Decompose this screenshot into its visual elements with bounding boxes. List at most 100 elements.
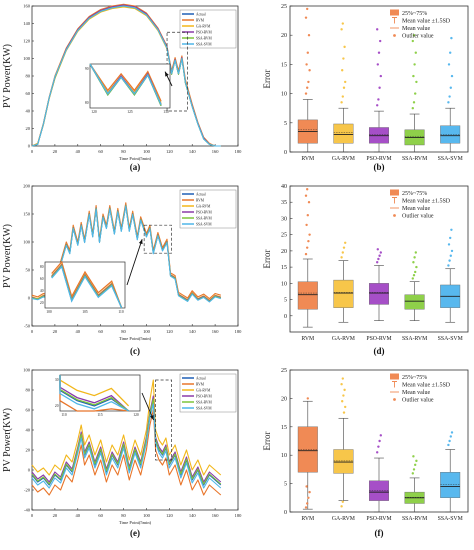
inset-x-tick-label: 120: [91, 110, 97, 114]
series-line-ssa-svm: [31, 5, 221, 147]
y-tick-label: 15: [281, 425, 287, 431]
outlier-point: [306, 214, 309, 217]
outlier-point: [412, 468, 416, 471]
outlier-point: [412, 34, 416, 37]
outlier-point: [342, 86, 346, 89]
outlier-point: [450, 36, 453, 40]
legend-label: SSA-RVM: [196, 217, 212, 221]
outlier-point: [306, 7, 309, 11]
y-tick-label: 20: [26, 448, 31, 453]
inset-x-tick-label: 110: [118, 310, 123, 314]
outlier-point: [307, 239, 310, 243]
outlier-point: [307, 34, 311, 37]
inset-arrow: [141, 392, 155, 421]
legend-swatch-outlier: [393, 398, 396, 401]
legend-label: 25%~75%: [402, 191, 427, 197]
y-tick-label: 20: [281, 396, 287, 402]
box-iqr: [369, 283, 389, 305]
box-chart-2: 0 5 10 15 20 25 30 35 40 Error RVM GA-RVM PSO-RVM SSA…: [262, 184, 469, 342]
legend-label: Outlier value: [402, 34, 434, 40]
outlier-point: [378, 254, 381, 257]
x-tick-label: 20: [53, 329, 58, 334]
outlier-point: [448, 95, 451, 98]
y-tick-label: 100: [23, 56, 31, 61]
outlier-point: [304, 252, 308, 256]
box-iqr: [440, 472, 461, 498]
y-tick-label: 35: [281, 200, 287, 206]
legend-swatch-box: [390, 189, 399, 196]
outlier-point: [378, 86, 381, 89]
outlier-point: [450, 249, 454, 253]
legend-swatch-outlier: [393, 34, 396, 37]
outlier-point: [306, 51, 309, 54]
outlier-point: [412, 74, 415, 78]
outlier-point: [376, 28, 379, 31]
outlier-point: [306, 246, 309, 249]
x-tick-label: 40: [76, 329, 81, 334]
legend-label: Mean value ±1.5SD: [402, 383, 451, 389]
outlier-point: [307, 80, 310, 84]
y-tick-label: 200: [23, 184, 31, 189]
y-tick-label: 0: [28, 296, 31, 301]
x-axis-label: Time Point(5min): [119, 336, 152, 341]
y-axis-label: Error: [262, 70, 272, 89]
outlier-point: [342, 57, 345, 60]
y-tick-label: 20: [281, 33, 287, 39]
panel-label: (c): [130, 346, 140, 356]
inset-y-tick-label: 20: [55, 404, 59, 408]
outlier-point: [341, 95, 344, 98]
y-tick-label: 150: [23, 212, 31, 217]
inset-x-tick-label: 115: [97, 413, 102, 417]
outlier-point: [376, 104, 379, 107]
y-tick-label: 30: [281, 216, 287, 222]
y-tick-label: 0: [284, 314, 287, 320]
inset-series-ssa-svm: [89, 63, 162, 105]
outlier-point: [450, 228, 453, 231]
x-tick-label: 120: [166, 513, 174, 518]
x-tick-label: SSA-RVM: [402, 156, 427, 162]
x-tick-label: 40: [76, 513, 81, 518]
outlier-point: [304, 16, 308, 19]
legend-box: [179, 9, 237, 49]
inset-y-tick-label: 60: [40, 277, 44, 281]
outlier-point: [377, 445, 380, 448]
outlier-point: [379, 39, 382, 43]
outlier-point: [450, 431, 454, 434]
box-iqr: [297, 281, 318, 310]
zoom-marker: [155, 379, 172, 461]
box-chart-3: 0 5 10 15 20 25 Error RVM GA-RVM PSO-RVM SSA-RVM SS…: [262, 368, 469, 522]
inset-y-tick-label: 20: [40, 301, 44, 305]
legend-label: Outlier value: [402, 398, 434, 404]
inset-x-tick-label: 130: [163, 110, 169, 114]
y-tick-label: 60: [26, 91, 31, 96]
y-tick-label: 160: [23, 4, 31, 9]
outlier-point: [411, 472, 414, 475]
y-tick-label: 120: [23, 39, 31, 44]
outlier-point: [447, 443, 450, 447]
inset-y-tick-label: 30: [55, 378, 59, 382]
x-tick-label: 0: [31, 149, 34, 154]
legend-label: 25%~75%: [402, 375, 427, 381]
y-tick-label: 10: [281, 281, 287, 287]
outlier-point: [342, 246, 346, 249]
outlier-point: [414, 270, 417, 274]
inset-arrow: [126, 239, 143, 286]
x-tick-label: 140: [189, 329, 197, 334]
outlier-point: [412, 455, 415, 458]
legend-label: SSA-RVM: [196, 37, 212, 41]
outlier-point: [341, 500, 344, 503]
outlier-point: [377, 257, 380, 261]
inset-arrow-head: [138, 239, 143, 245]
outlier-point: [308, 490, 311, 494]
x-tick-label: SSA-SVM: [438, 156, 463, 162]
x-tick-label: 60: [98, 149, 103, 154]
x-tick-label: 80: [121, 513, 126, 518]
y-tick-label: 20: [281, 249, 287, 255]
outlier-point: [306, 188, 309, 191]
outlier-point: [344, 241, 347, 244]
y-tick-label: -40: [24, 508, 31, 513]
outlier-point: [449, 86, 452, 89]
